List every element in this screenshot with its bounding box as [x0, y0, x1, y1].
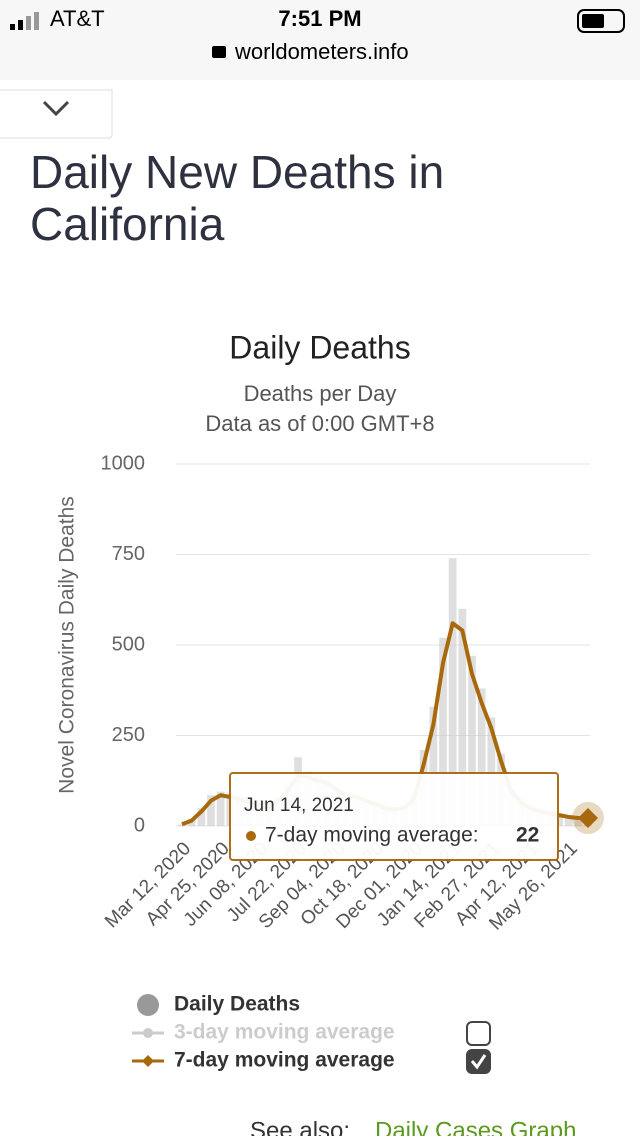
page-title: California — [30, 198, 225, 250]
tooltip-label: 7-day moving average: — [265, 824, 479, 847]
tooltip-date: Jun 14, 2021 — [244, 795, 354, 816]
bar — [468, 655, 476, 826]
legend-label[interactable]: 7-day moving average — [174, 1049, 395, 1072]
y-tick-label: 750 — [112, 543, 145, 565]
see-also: See also: — [250, 1117, 350, 1136]
bar — [564, 815, 573, 826]
y-tick-label: 0 — [134, 814, 145, 836]
clock: 7:51 PM — [278, 6, 361, 31]
lock-icon — [212, 46, 226, 58]
y-tick-label: 250 — [112, 724, 145, 746]
battery-level — [582, 14, 604, 28]
chart-title: Daily Deaths — [229, 329, 410, 365]
tooltip-box — [229, 772, 559, 861]
y-axis-title: Novel Coronavirus Daily Deaths — [56, 496, 79, 794]
legend-checkbox[interactable] — [466, 1049, 491, 1074]
bar — [216, 791, 225, 826]
bar — [197, 807, 206, 826]
bar — [477, 688, 486, 826]
bar — [429, 706, 438, 826]
see-also-link[interactable]: Daily Cases Graph — [375, 1117, 576, 1141]
legend-checkbox[interactable] — [466, 1021, 491, 1046]
legend-label[interactable]: 3-day moving average — [174, 1021, 395, 1044]
battery — [577, 9, 625, 33]
chart-subtitle: Deaths per Day — [244, 381, 397, 406]
bar — [207, 795, 215, 826]
tooltip-dot — [246, 831, 256, 841]
legend-symbol — [143, 1028, 153, 1038]
chevron[interactable] — [42, 100, 70, 117]
hover-marker — [578, 808, 598, 829]
chart-note: Data as of 0:00 GMT+8 — [205, 411, 434, 436]
y-tick-label: 500 — [112, 633, 145, 655]
url[interactable]: worldometers.info — [234, 39, 409, 64]
bar — [178, 824, 186, 826]
page-title: Daily New Deaths in — [30, 146, 444, 198]
checkmark — [470, 1054, 487, 1070]
bar — [487, 717, 496, 826]
y-tick-label: 1000 — [101, 452, 146, 474]
legend-symbol — [137, 994, 159, 1016]
bar — [439, 637, 447, 826]
legend-label[interactable]: Daily Deaths — [174, 993, 300, 1016]
legend: Daily Deaths 3-day moving average 7-day mo… — [132, 993, 491, 1074]
signal — [10, 12, 39, 30]
browser-bar — [0, 0, 640, 80]
tooltip-value: 22 — [516, 824, 539, 847]
bar — [574, 817, 583, 826]
bar — [458, 608, 467, 826]
bar — [448, 558, 457, 826]
carrier: AT&T — [50, 6, 105, 31]
legend-symbol — [142, 1055, 154, 1067]
